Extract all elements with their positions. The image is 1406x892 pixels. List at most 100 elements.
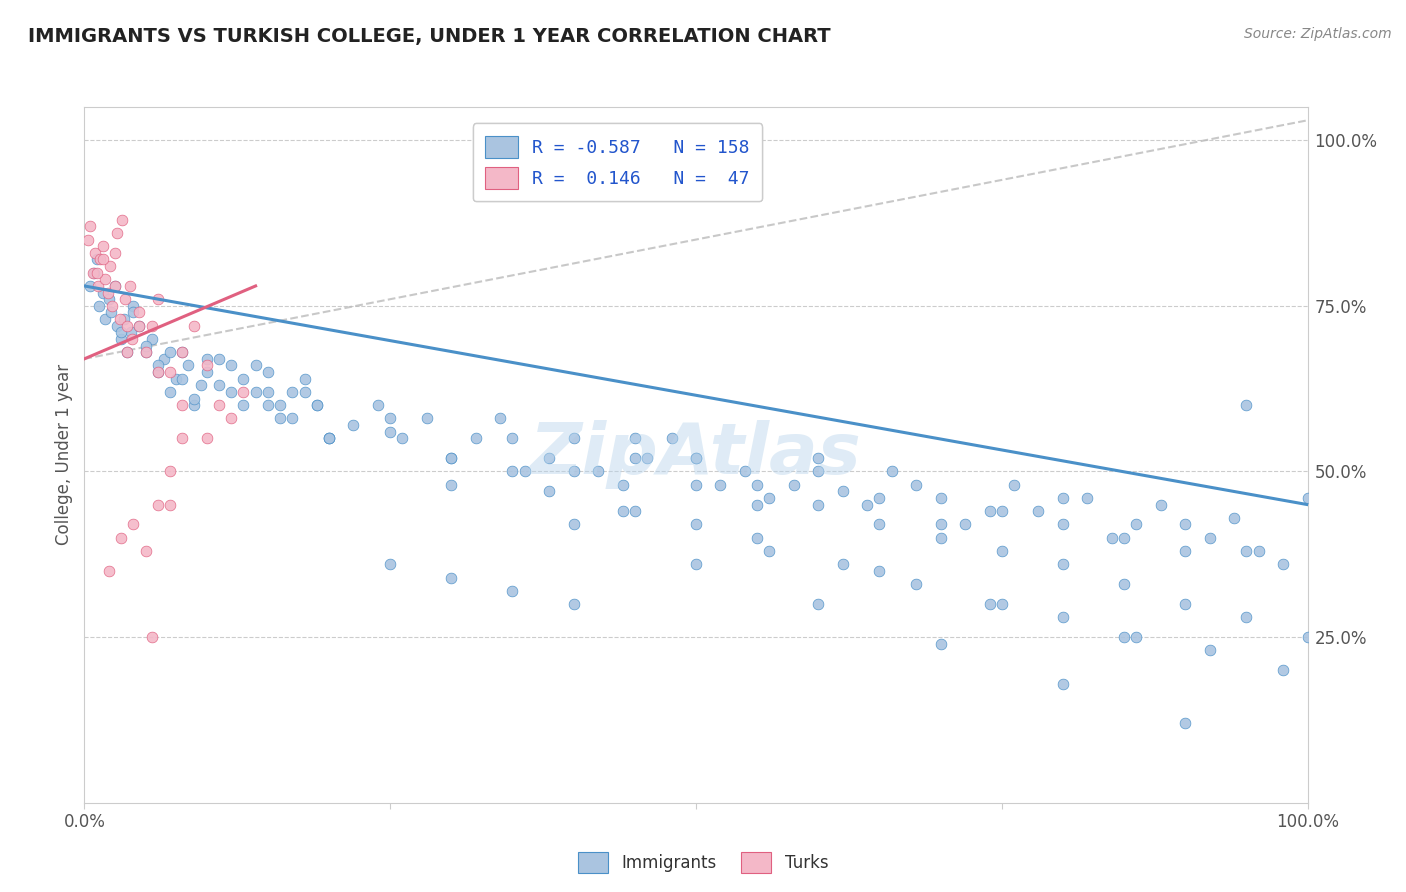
Point: [929, 491, 952, 505]
Point: [562, 517, 585, 532]
Text: Source: ZipAtlas.com: Source: ZipAtlas.com: [1244, 27, 1392, 41]
Point: [219, 384, 242, 399]
Point: [91, 285, 114, 300]
Point: [1052, 491, 1074, 505]
Point: [232, 372, 254, 386]
Point: [146, 359, 169, 373]
Point: [1236, 544, 1258, 558]
Point: [195, 359, 218, 373]
Point: [685, 517, 707, 532]
Point: [115, 345, 138, 359]
Point: [538, 484, 561, 499]
Point: [734, 465, 756, 479]
Point: [98, 259, 121, 273]
Point: [747, 498, 769, 512]
Point: [86, 252, 108, 267]
Point: [685, 451, 707, 466]
Point: [91, 252, 114, 267]
Point: [685, 477, 707, 491]
Point: [1174, 597, 1197, 611]
Point: [86, 266, 108, 280]
Point: [1052, 558, 1074, 572]
Point: [1247, 544, 1270, 558]
Point: [807, 597, 830, 611]
Point: [219, 411, 242, 425]
Point: [685, 451, 707, 466]
Point: [115, 345, 138, 359]
Point: [905, 577, 928, 591]
Point: [342, 418, 364, 433]
Point: [257, 398, 280, 412]
Point: [79, 219, 101, 234]
Point: [1052, 517, 1074, 532]
Point: [612, 477, 634, 491]
Point: [1114, 630, 1136, 644]
Point: [208, 351, 231, 366]
Point: [87, 279, 110, 293]
Point: [991, 504, 1014, 518]
Point: [111, 212, 134, 227]
Point: [661, 431, 683, 445]
Point: [294, 372, 316, 386]
Point: [245, 359, 267, 373]
Point: [105, 318, 128, 333]
Point: [758, 491, 780, 505]
Point: [1114, 531, 1136, 545]
Point: [172, 372, 194, 386]
Point: [612, 504, 634, 518]
Point: [1272, 558, 1295, 572]
Point: [294, 384, 316, 399]
Point: [905, 477, 928, 491]
Point: [1236, 398, 1258, 412]
Point: [128, 318, 150, 333]
Point: [562, 465, 585, 479]
Point: [195, 431, 218, 445]
Point: [1198, 531, 1220, 545]
Point: [146, 498, 169, 512]
Point: [880, 465, 903, 479]
Point: [183, 318, 205, 333]
Point: [747, 477, 769, 491]
Point: [1150, 498, 1173, 512]
Point: [97, 564, 120, 578]
Point: [807, 465, 830, 479]
Point: [807, 498, 830, 512]
Point: [159, 498, 181, 512]
Point: [991, 544, 1014, 558]
Point: [177, 359, 200, 373]
Point: [153, 351, 176, 366]
Point: [159, 384, 181, 399]
Point: [159, 465, 181, 479]
Point: [135, 345, 157, 359]
Point: [232, 384, 254, 399]
Point: [391, 431, 413, 445]
Point: [538, 451, 561, 466]
Point: [195, 351, 218, 366]
Point: [257, 384, 280, 399]
Point: [83, 266, 105, 280]
Point: [758, 544, 780, 558]
Point: [502, 465, 524, 479]
Point: [318, 431, 340, 445]
Point: [747, 531, 769, 545]
Point: [1223, 511, 1246, 525]
Point: [101, 299, 124, 313]
Point: [1052, 610, 1074, 624]
Point: [172, 431, 194, 445]
Point: [1174, 544, 1197, 558]
Point: [118, 279, 141, 293]
Point: [114, 292, 136, 306]
Point: [183, 398, 205, 412]
Legend: R = -0.587   N = 158, R =  0.146   N =  47: R = -0.587 N = 158, R = 0.146 N = 47: [472, 123, 762, 202]
Point: [831, 484, 853, 499]
Point: [1028, 504, 1050, 518]
Y-axis label: College, Under 1 year: College, Under 1 year: [55, 364, 73, 546]
Point: [110, 332, 132, 346]
Point: [108, 312, 131, 326]
Point: [208, 398, 231, 412]
Point: [141, 332, 163, 346]
Point: [929, 531, 952, 545]
Point: [141, 630, 163, 644]
Point: [416, 411, 439, 425]
Point: [367, 398, 389, 412]
